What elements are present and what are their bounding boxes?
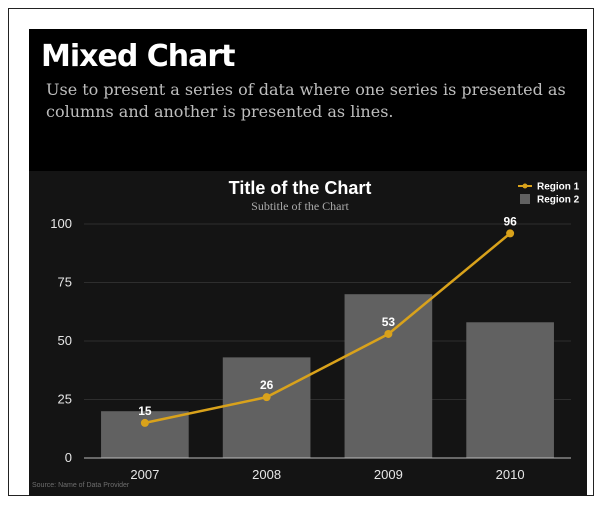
slide-description-line: columns and another is presented as line… — [46, 102, 394, 121]
slide-description-line: Use to present a series of data where on… — [46, 80, 566, 99]
y-tick-label: 25 — [58, 392, 72, 407]
bar — [466, 322, 554, 458]
chart-subtitle: Subtitle of the Chart — [251, 199, 349, 213]
legend-label: Region 1 — [537, 182, 580, 193]
data-label: 53 — [382, 315, 396, 329]
data-point — [384, 329, 393, 338]
data-point — [262, 393, 271, 402]
legend: Region 1 Region 2 — [518, 182, 580, 206]
data-label: 15 — [138, 404, 152, 418]
data-label: 26 — [260, 378, 274, 392]
data-point — [140, 418, 149, 427]
y-tick-label: 50 — [58, 333, 72, 348]
bar — [222, 357, 311, 458]
legend-swatch-box — [520, 194, 530, 204]
slide-description: Use to present a series of data where on… — [46, 79, 581, 123]
x-tick-label: 2008 — [252, 467, 281, 482]
chart-title: Title of the Chart — [229, 178, 372, 198]
x-tick-label: 2009 — [374, 467, 403, 482]
series-line — [144, 232, 511, 425]
x-tick-label: 2010 — [496, 467, 525, 482]
line-series: 15 26 53 96 — [138, 214, 517, 427]
slide-title: Mixed Chart — [41, 39, 236, 74]
mixed-chart: Title of the Chart Subtitle of the Chart… — [32, 178, 580, 489]
chart-area: Title of the Chart Subtitle of the Chart… — [29, 171, 587, 496]
slide: Mixed Chart Use to present a series of d… — [29, 29, 587, 496]
data-point — [506, 229, 515, 238]
axes: 0 25 50 75 100 2007 2008 2009 2010 — [50, 216, 571, 482]
x-tick-label: 2007 — [130, 467, 159, 482]
y-tick-label: 75 — [58, 275, 72, 290]
legend-label: Region 2 — [537, 195, 580, 206]
bar-series — [101, 294, 554, 458]
bar — [344, 294, 433, 458]
y-tick-label: 0 — [65, 450, 72, 465]
data-label: 96 — [503, 214, 517, 228]
y-tick-label: 100 — [50, 216, 72, 231]
slide-frame: Mixed Chart Use to present a series of d… — [8, 8, 594, 496]
source-note: Source: Name of Data Provider — [32, 482, 130, 489]
legend-swatch-marker — [522, 183, 528, 189]
bar — [101, 411, 189, 458]
